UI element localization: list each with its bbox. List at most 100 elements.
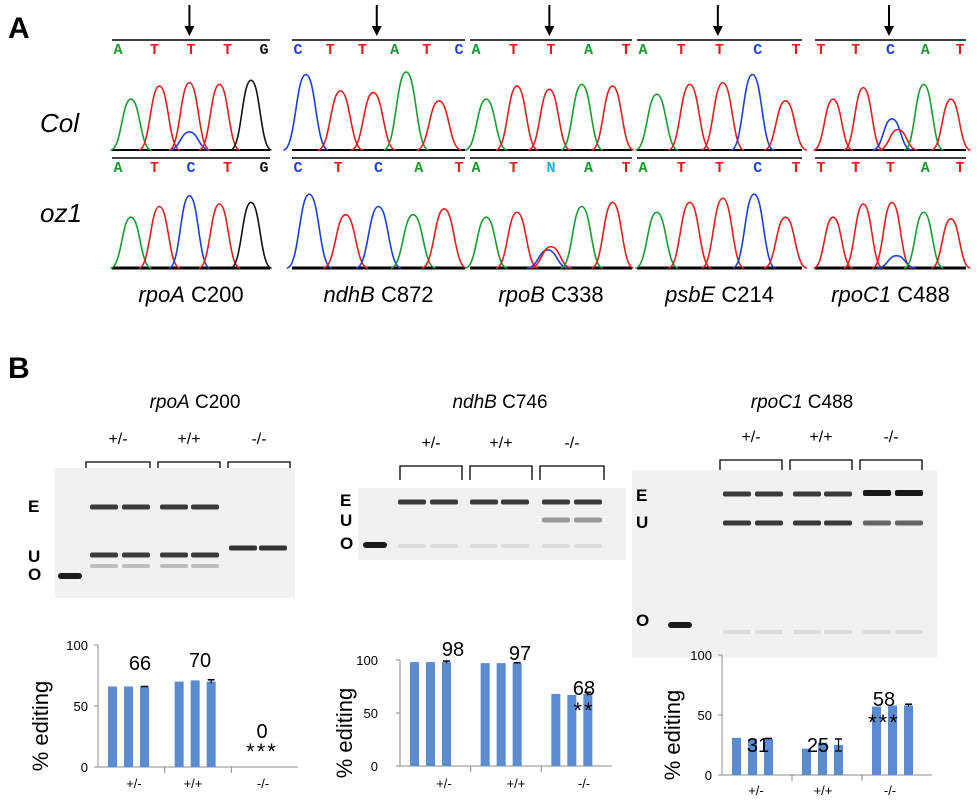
gel-band	[755, 520, 783, 526]
base-call: C	[753, 160, 762, 177]
trace-peak-T	[871, 201, 913, 269]
gel-band-faint	[398, 544, 426, 548]
bar	[140, 686, 149, 767]
genotype-bracket	[469, 465, 533, 480]
gel-band	[542, 517, 570, 523]
gel-band	[90, 552, 118, 558]
site-position: C338	[545, 282, 604, 307]
trace-peak-T	[843, 203, 884, 269]
y-tick-label: 50	[698, 708, 712, 723]
x-tick-label: +/+	[184, 776, 203, 791]
y-tick-label: 50	[364, 706, 378, 721]
base-call: T	[955, 42, 964, 59]
base-call: G	[259, 160, 268, 177]
value-annotation: 0	[256, 721, 267, 743]
gel-title-gene: rpoA	[150, 392, 190, 413]
edit-site-arrowhead	[712, 26, 723, 36]
trace-peak-A	[560, 83, 604, 151]
gel-band	[755, 491, 783, 497]
gel-band-faint	[501, 544, 529, 548]
gel-title-gene: ndhB	[452, 392, 497, 413]
gel-band-faint	[723, 630, 751, 634]
gel-band	[793, 520, 821, 526]
genotype-bracket	[789, 459, 853, 474]
bar	[124, 686, 133, 767]
trace-peak-A	[390, 213, 436, 269]
y-tick-label: 50	[74, 699, 88, 714]
gel-band	[259, 545, 287, 551]
value-annotation: 31	[747, 735, 769, 757]
trace-peak-T	[930, 217, 971, 269]
base-call: A	[584, 42, 593, 59]
genotype-label: +/+	[489, 435, 512, 452]
band-label-E: E	[340, 491, 351, 510]
edit-site-arrowhead	[883, 26, 894, 36]
bar	[818, 742, 827, 775]
bar	[426, 662, 435, 766]
x-tick-label: -/-	[257, 776, 269, 791]
bar	[174, 681, 184, 767]
site-gene: ndhB	[323, 282, 374, 307]
base-call: T	[223, 160, 232, 177]
base-call: T	[851, 160, 860, 177]
base-call: T	[621, 42, 630, 59]
site-position: C200	[185, 282, 244, 307]
y-tick-label: 0	[81, 760, 88, 775]
base-call: T	[223, 42, 232, 59]
site-label: rpoA C200	[138, 282, 243, 307]
genotype-label: -/-	[564, 435, 579, 452]
genotype-label: -/-	[251, 431, 266, 448]
bar	[764, 739, 773, 775]
trace-peak-G	[230, 201, 272, 269]
bar	[108, 686, 117, 767]
base-call: A	[113, 42, 122, 59]
trace-peak-T	[813, 216, 854, 269]
genotype-label: -/-	[883, 429, 898, 446]
x-tick-label: -/-	[578, 776, 590, 791]
gel-band	[824, 520, 852, 526]
base-call: G	[259, 42, 268, 59]
gel-band-faint	[755, 630, 783, 634]
site-label: psbE C214	[664, 282, 774, 307]
bar	[480, 663, 490, 766]
base-call: T	[955, 160, 964, 177]
band-label-U: U	[28, 547, 40, 566]
base-call: T	[621, 160, 630, 177]
gel-band	[122, 552, 150, 558]
gel-band	[470, 499, 498, 505]
base-call: A	[414, 160, 423, 177]
x-tick-label: +/-	[436, 776, 452, 791]
y-tick-label: 0	[705, 768, 712, 783]
trace-peak-A	[110, 216, 152, 269]
site-label: rpoC1 C488	[831, 282, 950, 307]
base-call: A	[921, 42, 930, 59]
band-label-O: O	[636, 611, 649, 630]
trace-peak-T	[529, 245, 573, 269]
trace-peak-T	[421, 208, 468, 269]
trace-peak-T	[198, 83, 241, 151]
gel-band-faint	[824, 630, 852, 634]
value-annotation: 58	[873, 689, 895, 711]
gel-band	[863, 520, 891, 526]
trace-peak-T	[763, 99, 808, 151]
genotype-label: +/-	[108, 431, 127, 448]
trace-peak-A	[903, 83, 944, 151]
value-annotation: 66	[129, 653, 151, 675]
trace-peak-T	[591, 85, 634, 151]
trace-peak-A	[464, 98, 508, 151]
base-call: T	[509, 160, 518, 177]
gel-band-faint	[470, 544, 498, 548]
gel-band-faint	[191, 564, 219, 568]
base-call: A	[471, 42, 480, 59]
gel-band	[542, 499, 570, 505]
x-tick-label: +/-	[126, 776, 142, 791]
gel-image	[55, 468, 295, 598]
bar	[512, 663, 522, 766]
oligo-marker-band	[58, 573, 82, 579]
base-call: A	[921, 160, 930, 177]
